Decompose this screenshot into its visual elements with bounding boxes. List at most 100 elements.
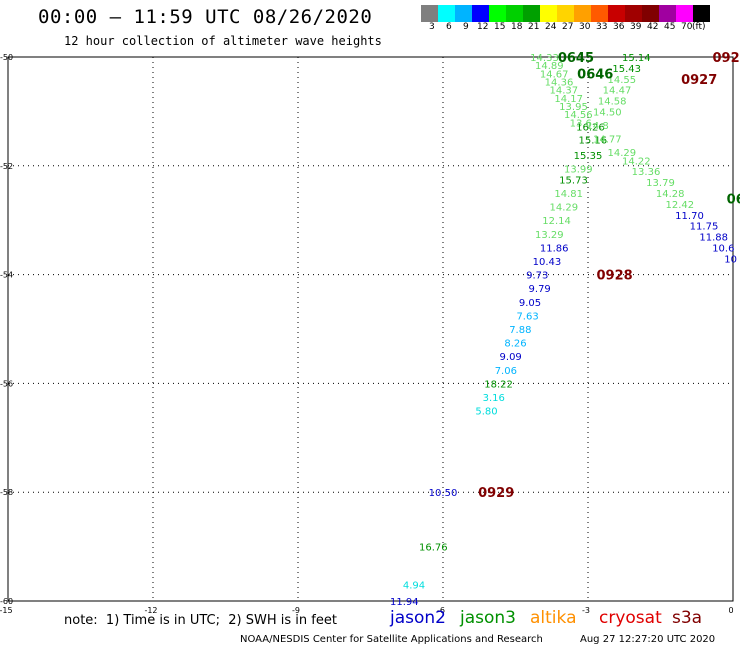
pass-time-label: 0645 [558,51,594,66]
color-scale-label: 3 [429,22,435,32]
wave-height-label: 14.55 [608,75,637,86]
mission-name-jason3: jason3 [460,608,516,628]
color-scale-swatch [608,5,625,22]
color-scale-swatch [642,5,659,22]
y-tick-label: -50 [0,53,13,62]
wave-height-label: 14.36 [545,77,574,88]
wave-height-label: 11.70 [675,211,704,222]
wave-height-label: 16.76 [419,543,448,554]
wave-height-label: 14.37 [550,86,579,97]
wave-height-label: 10.50 [429,488,458,499]
wave-height-label: 14.50 [593,107,622,118]
plot-border [7,56,734,602]
mission-name-jason2: jason2 [390,608,446,628]
wave-height-label: 3.16 [483,393,505,404]
color-scale-swatch [472,5,489,22]
x-tick-label: -12 [144,606,157,615]
x-tick-label: -15 [0,606,13,615]
color-scale-label: 18 [511,22,523,32]
wave-height-label: 9.73 [526,271,548,282]
chart-grid [7,56,734,602]
color-scale-label: 9 [463,22,469,32]
wave-height-label: 15.73 [559,175,588,186]
chart-data-labels: 14.3314.8914.6714.3614.3714.1713.9514.56… [390,53,737,608]
color-scale-label: 39 [630,22,642,32]
wave-height-label: 14.33 [530,53,559,64]
wave-height-label: 12.14 [542,216,571,227]
color-scale-labels: 3 6 9 12 15 18 21 24 27 30 33 36 39 42 45 70 (ft) [421,22,740,34]
color-scale-label: 36 [613,22,625,32]
y-tick-label: -60 [0,597,13,606]
wave-height-label: 13.99 [564,165,593,176]
color-scale-label: 42 [647,22,659,32]
wave-height-label: 14.58 [598,97,627,108]
wave-height-label: 7.63 [516,311,538,322]
wave-height-label: 15.14 [622,53,651,64]
generated-timestamp: Aug 27 12:27:20 UTC 2020 [580,634,716,645]
color-scale-swatch [574,5,591,22]
color-scale-swatch [421,5,438,22]
wave-height-label: 10 [724,254,737,265]
wave-height-label: 14.47 [603,86,632,97]
pass-time-label: 0928 [596,269,632,284]
color-scale-label: 6 [446,22,452,32]
color-scale-label: 33 [596,22,608,32]
color-scale-swatch [506,5,523,22]
chart-title: 00:00 – 11:59 UTC 08/26/2020 [38,6,373,28]
color-scale-label: 15 [494,22,506,32]
color-scale-swatch [676,5,693,22]
color-scale-label: 70 [681,22,693,32]
color-scale-swatch [693,5,710,22]
y-tick-label: -52 [0,162,13,171]
wave-height-label: 14.77 [593,135,622,146]
pass-time-label: 0929 [478,486,514,501]
wave-height-label: 16.26 [576,123,605,134]
color-scale-legend [421,5,710,22]
wave-height-label: 4.94 [403,581,425,592]
color-scale-swatch [625,5,642,22]
x-tick-label: -9 [292,606,300,615]
x-tick-label: -3 [582,606,590,615]
color-scale-label: 21 [528,22,540,32]
wave-height-label: 8.26 [504,339,526,350]
wave-height-label: 13.6 [570,118,592,129]
color-scale-label: (ft) [692,22,706,32]
wave-height-label: 14.29 [550,203,579,214]
wave-height-label: 5.80 [475,407,497,418]
wave-height-label: 14.89 [535,61,564,72]
chart-subtitle: 12 hour collection of altimeter wave hei… [64,34,382,48]
wave-height-label: 14.8 [587,121,609,132]
x-tick-label: 0 [728,606,733,615]
color-scale-swatch [557,5,574,22]
y-tick-label: -58 [0,488,13,497]
wave-height-label: 12.42 [666,200,695,211]
wave-height-label: 7.88 [509,325,531,336]
color-scale-label: 45 [664,22,676,32]
y-tick-label: -54 [0,271,13,280]
wave-height-label: 14.67 [540,69,569,80]
color-scale-swatch [523,5,540,22]
wave-height-label: 7.06 [495,366,517,377]
color-scale-label: 12 [477,22,489,32]
wave-height-label: 13.95 [559,102,588,113]
pass-time-label: 0926 [712,51,740,66]
wave-height-label: 15.16 [579,136,608,147]
chart-axis-ticks: -15 -12 -9 -6 -3 0 -50 -52 -54 -56 -58 -60 [0,53,734,615]
mission-name-cryosat: cryosat [599,608,662,628]
wave-height-label: 14.17 [554,94,583,105]
y-tick-label: -56 [0,379,13,388]
wave-height-label: 10.43 [533,257,562,268]
color-scale-label: 30 [579,22,591,32]
wave-height-label: 13.29 [535,230,564,241]
pass-time-label: 064 [727,192,740,207]
color-scale-swatch [540,5,557,22]
wave-height-label: 9.79 [529,284,551,295]
pass-time-label: 0927 [681,73,717,88]
wave-height-label: 14.22 [622,156,651,167]
wave-height-label: 14.56 [564,110,593,121]
wave-height-label: 13.36 [632,167,661,178]
wave-height-label: 11.86 [540,243,569,254]
mission-name-s3a: s3a [672,608,703,628]
color-scale-label: 27 [562,22,574,32]
